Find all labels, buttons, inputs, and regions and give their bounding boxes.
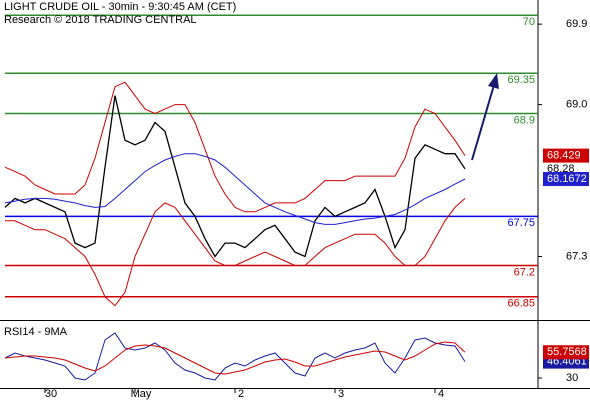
- rsi-title: RSI14 - 9MA: [4, 326, 68, 338]
- x-tick-label: 4: [438, 388, 444, 400]
- last-value-label: 55.7568: [547, 346, 587, 358]
- x-tick-label: May: [131, 388, 152, 400]
- plot-area: 70 69.35 68.9 67.75 67.2 66.85 69.9 69.0 67.3 68.…: [4, 14, 589, 400]
- y-tick-label: 67.3: [566, 250, 587, 262]
- level-label: 66.85: [507, 298, 535, 310]
- x-tick-label: 2: [238, 388, 244, 400]
- chart-title: LIGHT CRUDE OIL - 30min - 9:30:45 AM (CE…: [4, 1, 236, 13]
- level-label: 68.9: [514, 114, 535, 126]
- last-value-box: [543, 148, 589, 163]
- y-tick-label: 69.9: [566, 18, 587, 30]
- level-label: 69.35: [507, 74, 535, 86]
- series-line: [4, 95, 466, 258]
- forecast-arrowhead: [488, 73, 499, 89]
- series-line: [4, 153, 466, 225]
- series-line: [4, 332, 466, 381]
- last-value-box: [543, 345, 589, 360]
- last-value-box: [543, 172, 589, 187]
- x-tick-label: 3: [338, 388, 344, 400]
- last-value-label: 68.429: [547, 150, 581, 162]
- series-line: [4, 341, 466, 375]
- last-value-label: 68.1672: [547, 173, 587, 185]
- series-line: [5, 198, 466, 307]
- y-tick-label: 69.0: [566, 98, 587, 110]
- y-tick-label: 30: [566, 372, 578, 384]
- chart-subtitle: Research © 2018 TRADING CENTRAL: [4, 14, 197, 26]
- level-label: 67.2: [514, 266, 535, 278]
- forecast-arrow: [471, 84, 495, 161]
- x-tick-label: 30: [45, 388, 57, 400]
- level-label: 67.75: [507, 217, 535, 229]
- level-label: 70: [523, 16, 535, 28]
- last-value-label: 68.28: [547, 163, 575, 175]
- series-line: [4, 81, 466, 213]
